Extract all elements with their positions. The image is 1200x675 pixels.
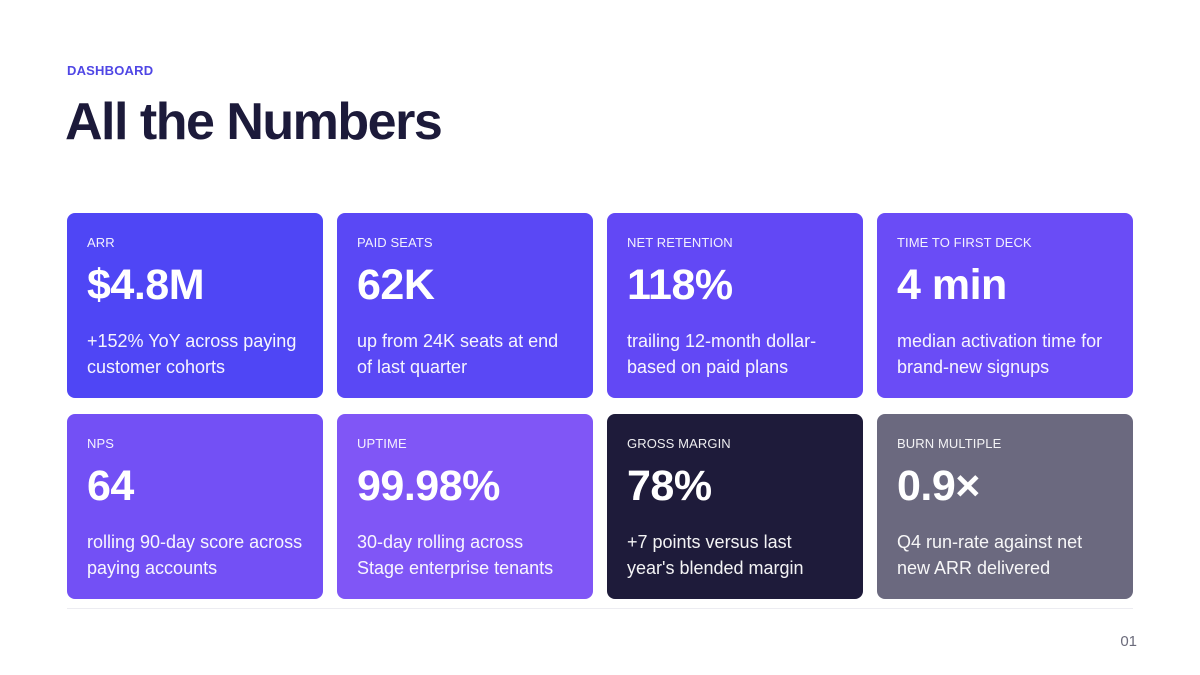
metric-description: trailing 12-month dollar-based on paid p… [627, 331, 817, 377]
metric-card-time-to-first-deck: TIME TO FIRST DECK 4 min median activati… [877, 213, 1133, 398]
metric-description: 30-day rolling across Stage enterprise t… [357, 532, 554, 578]
metric-label: TIME TO FIRST DECK [897, 235, 1032, 250]
metric-card-gross-margin: GROSS MARGIN 78% +7 points versus last y… [607, 414, 863, 599]
metric-value: 99.98% [357, 462, 500, 510]
metric-label: BURN MULTIPLE [897, 436, 1002, 451]
metric-card-nps: NPS 64 rolling 90-day score across payin… [67, 414, 323, 599]
page-title: All the Numbers [65, 93, 443, 151]
metric-description: Q4 run-rate against net new ARR delivere… [897, 532, 1083, 578]
metric-value: 62K [357, 261, 435, 309]
metric-value: $4.8M [87, 261, 205, 309]
eyebrow-label: DASHBOARD [67, 63, 154, 78]
metric-label: GROSS MARGIN [627, 436, 731, 451]
metric-value: 118% [627, 261, 733, 309]
page-number: 01 [1120, 633, 1137, 650]
metric-card-paid-seats: PAID SEATS 62K up from 24K seats at end … [337, 213, 593, 398]
metric-description: +152% YoY across paying customer cohorts [87, 331, 297, 377]
metric-value: 0.9× [897, 462, 980, 510]
metric-label: NPS [87, 436, 115, 451]
metric-value: 4 min [897, 261, 1007, 309]
metric-card-arr: ARR $4.8M +152% YoY across paying custom… [67, 213, 323, 398]
metric-value: 78% [627, 462, 712, 510]
metric-description: up from 24K seats at end of last quarter [357, 331, 559, 377]
metrics-grid: ARR $4.8M +152% YoY across paying custom… [67, 213, 1133, 599]
metric-card-burn-multiple: BURN MULTIPLE 0.9× Q4 run-rate against n… [877, 414, 1133, 599]
metric-label: NET RETENTION [627, 235, 733, 250]
metric-description: rolling 90-day score across paying accou… [87, 532, 303, 578]
metric-label: PAID SEATS [357, 235, 433, 250]
metric-value: 64 [87, 462, 134, 510]
footer-divider [67, 608, 1133, 609]
metric-description: median activation time for brand-new sig… [897, 331, 1103, 377]
metric-description: +7 points versus last year's blended mar… [627, 532, 804, 578]
metric-card-uptime: UPTIME 99.98% 30-day rolling across Stag… [337, 414, 593, 599]
metric-label: ARR [87, 235, 115, 250]
metric-card-net-retention: NET RETENTION 118% trailing 12-month dol… [607, 213, 863, 398]
metric-label: UPTIME [357, 436, 407, 451]
